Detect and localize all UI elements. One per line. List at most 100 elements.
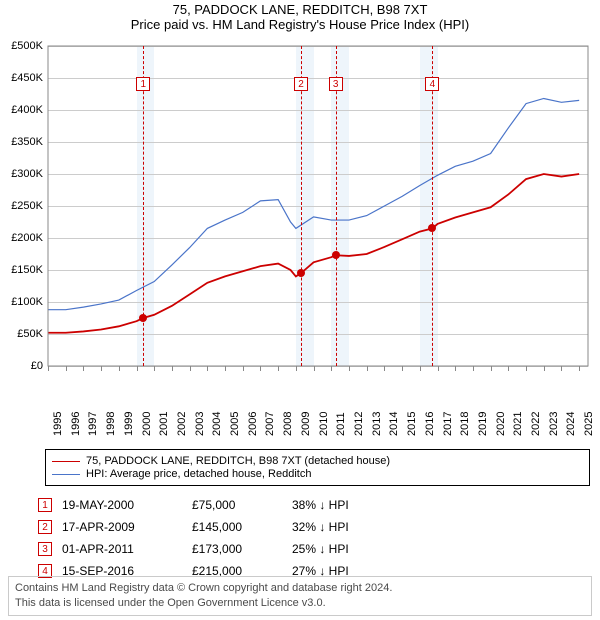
- x-tick: [119, 366, 120, 371]
- sales-row-date: 17-APR-2009: [62, 520, 192, 534]
- x-tick-label: 2024: [565, 412, 577, 436]
- x-tick: [420, 366, 421, 371]
- x-tick-label: 2013: [371, 412, 383, 436]
- y-tick-label: £400K: [0, 104, 43, 116]
- legend-label-hpi: HPI: Average price, detached house, Redd…: [86, 468, 311, 480]
- page-title-sub: Price paid vs. HM Land Registry's House …: [0, 17, 600, 32]
- x-tick-label: 2021: [512, 412, 524, 436]
- x-tick: [225, 366, 226, 371]
- x-tick: [154, 366, 155, 371]
- sale-vline: [301, 46, 302, 366]
- x-tick-label: 2017: [442, 412, 454, 436]
- series-line: [48, 174, 579, 333]
- sales-row-delta: 25% ↓ HPI: [292, 542, 402, 556]
- x-tick: [544, 366, 545, 371]
- y-tick-label: £150K: [0, 264, 43, 276]
- x-tick: [190, 366, 191, 371]
- x-tick-label: 2005: [229, 412, 241, 436]
- x-tick: [278, 366, 279, 371]
- x-tick: [83, 366, 84, 371]
- sale-dot: [139, 314, 147, 322]
- x-tick-label: 2008: [282, 412, 294, 436]
- x-tick-label: 2004: [211, 412, 223, 436]
- x-tick: [473, 366, 474, 371]
- y-tick-label: £450K: [0, 72, 43, 84]
- x-tick: [561, 366, 562, 371]
- y-tick-label: £200K: [0, 232, 43, 244]
- x-tick: [349, 366, 350, 371]
- x-tick-label: 2023: [548, 412, 560, 436]
- x-tick-label: 2000: [141, 412, 153, 436]
- chart-svg: [0, 40, 600, 400]
- x-tick: [243, 366, 244, 371]
- sales-row-date: 19-MAY-2000: [62, 498, 192, 512]
- x-tick-label: 2019: [477, 412, 489, 436]
- y-tick-label: £300K: [0, 168, 43, 180]
- legend-row-hpi: HPI: Average price, detached house, Redd…: [52, 468, 583, 480]
- x-tick-label: 1998: [105, 412, 117, 436]
- sale-dot: [428, 224, 436, 232]
- x-tick: [384, 366, 385, 371]
- x-tick-label: 2025: [583, 412, 595, 436]
- x-tick: [137, 366, 138, 371]
- y-tick-label: £500K: [0, 40, 43, 52]
- sale-marker-box: 4: [425, 77, 439, 91]
- y-tick-label: £50K: [0, 328, 43, 340]
- y-tick-label: £100K: [0, 296, 43, 308]
- sales-row: 1 19-MAY-2000£75,00038% ↓ HPI: [38, 494, 590, 516]
- sales-row-delta: 38% ↓ HPI: [292, 498, 402, 512]
- x-tick: [172, 366, 173, 371]
- sale-vline: [432, 46, 433, 366]
- footer: Contains HM Land Registry data © Crown c…: [8, 576, 592, 616]
- x-tick-label: 2001: [158, 412, 170, 436]
- series-line: [48, 98, 579, 309]
- x-tick: [296, 366, 297, 371]
- footer-line2: This data is licensed under the Open Gov…: [15, 596, 585, 611]
- x-tick-label: 1995: [52, 412, 64, 436]
- x-tick-label: 2022: [530, 412, 542, 436]
- x-tick-label: 2020: [495, 412, 507, 436]
- legend-swatch-hpi: [52, 474, 80, 475]
- sale-marker-box: 2: [294, 77, 308, 91]
- legend-label-property: 75, PADDOCK LANE, REDDITCH, B98 7XT (det…: [86, 455, 390, 467]
- sale-marker-box: 1: [136, 77, 150, 91]
- x-tick-label: 2007: [264, 412, 276, 436]
- sales-row-marker: 3: [38, 542, 52, 556]
- x-tick-label: 2012: [353, 412, 365, 436]
- x-tick: [66, 366, 67, 371]
- x-tick: [491, 366, 492, 371]
- plot-border: [48, 46, 588, 366]
- y-tick-label: £350K: [0, 136, 43, 148]
- sales-row-marker: 1: [38, 498, 52, 512]
- x-tick-label: 2003: [194, 412, 206, 436]
- x-tick-label: 2016: [424, 412, 436, 436]
- sales-row: 217-APR-2009£145,00032% ↓ HPI: [38, 516, 590, 538]
- x-axis: 1995199619971998199920002001200220032004…: [0, 400, 600, 452]
- x-tick: [402, 366, 403, 371]
- sales-row: 301-APR-2011£173,00025% ↓ HPI: [38, 538, 590, 560]
- x-tick: [526, 366, 527, 371]
- sale-dot: [332, 251, 340, 259]
- x-tick: [508, 366, 509, 371]
- sales-row-price: £75,000: [192, 498, 292, 512]
- x-tick: [48, 366, 49, 371]
- x-tick: [314, 366, 315, 371]
- sales-table: 1 19-MAY-2000£75,00038% ↓ HPI 217-APR-2009…: [38, 494, 590, 582]
- x-tick: [260, 366, 261, 371]
- y-tick-label: £0: [0, 360, 43, 372]
- footer-line1: Contains HM Land Registry data © Crown c…: [15, 581, 585, 596]
- x-tick-label: 2011: [335, 412, 347, 436]
- x-tick-label: 2006: [247, 412, 259, 436]
- x-tick-label: 1997: [87, 412, 99, 436]
- sale-marker-box: 3: [329, 77, 343, 91]
- x-tick-label: 2010: [318, 412, 330, 436]
- x-tick-label: 1999: [123, 412, 135, 436]
- x-tick: [579, 366, 580, 371]
- page-title-address: 75, PADDOCK LANE, REDDITCH, B98 7XT: [0, 2, 600, 17]
- sales-row-price: £145,000: [192, 520, 292, 534]
- x-tick: [438, 366, 439, 371]
- x-tick: [367, 366, 368, 371]
- x-tick-label: 1996: [70, 412, 82, 436]
- x-tick: [207, 366, 208, 371]
- x-tick-label: 2014: [388, 412, 400, 436]
